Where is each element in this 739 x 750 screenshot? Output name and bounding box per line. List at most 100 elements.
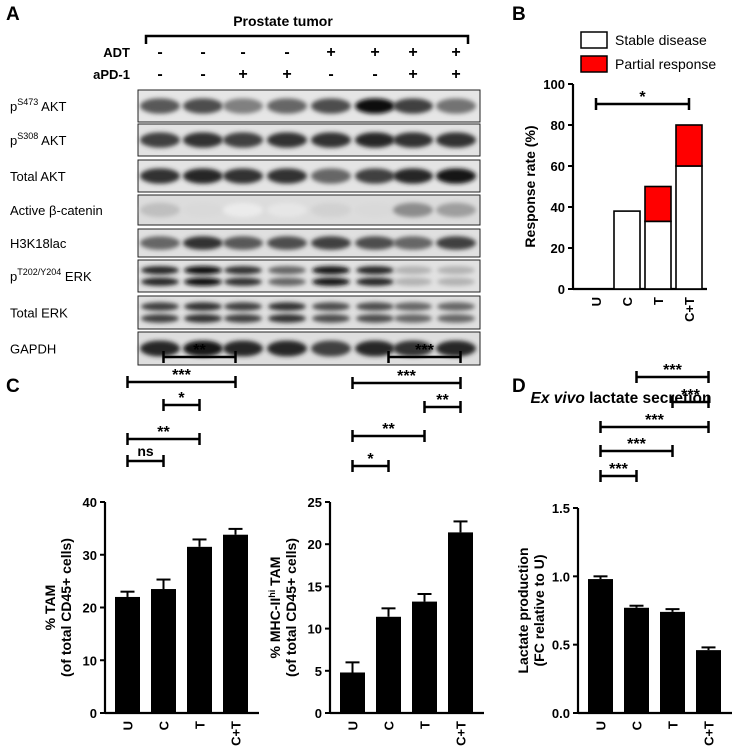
blot-band [437,266,475,275]
blot-band [184,302,222,311]
apd1-sign: + [408,66,417,83]
blot-label-rest: AKT [38,99,66,114]
blot-band [267,168,307,184]
blot-band [437,277,475,286]
adt-sign: - [157,44,162,61]
adt-sign: - [284,44,289,61]
blot-band [140,340,180,357]
blot-label-sup: S308 [17,131,38,141]
blot-band [311,168,351,184]
x-tick-label: U [594,721,609,730]
y-label-post: TAM [267,557,283,590]
blot-band [355,340,395,357]
x-tick-label: C [620,296,635,306]
header-bracket [144,34,470,44]
blot-band [224,314,262,323]
bar [187,546,212,713]
adt-sign: - [200,44,205,61]
blot-band [140,132,180,148]
blot-label-sup: S473 [17,97,38,107]
blot-band [311,236,351,250]
blot-band [183,132,223,148]
blot-label: Total ERK [10,306,68,321]
y-label-pre: % MHC-II [267,598,283,659]
blot-label-rest: AKT [38,133,66,148]
blot-label: pS473 AKT [10,97,67,114]
apd1-sign: - [157,66,162,83]
apd1-sign: - [372,66,377,83]
blot-band [436,236,476,250]
sig-label: *** [172,367,191,384]
bar [376,616,401,713]
sig-label: *** [609,461,628,478]
x-tick-label: U [589,297,604,306]
x-tick-label: C [157,720,172,730]
blot-band [183,202,223,218]
sig-label: ns [137,443,154,459]
blot-band [267,236,307,250]
blot-band [267,202,307,218]
blot-band [436,168,476,184]
blot-label: Active β-catenin [10,203,103,218]
apd1-sign: - [200,66,205,83]
blot-label: pS308 AKT [10,131,67,148]
y-tick-label: 30 [83,548,97,563]
blot-label-prefix: p [10,269,17,284]
blot-label: H3K18lac [10,236,67,251]
y-axis-label: Lactate production [515,547,531,673]
y-tick-label: 15 [308,579,322,594]
blot-band [183,340,223,357]
adt-label: ADT [103,45,130,60]
blot-band [268,314,306,323]
blot-band [355,202,395,218]
chart-c-left: 0 10 20 30 40 U C T C+T % TAM (of total CD45+ cell… [42,342,259,746]
blot-band [356,277,394,286]
bar-stable [675,165,703,290]
blot-label-prefix: p [10,99,17,114]
apd1-sign: + [282,66,291,83]
x-tick-label: T [651,297,666,305]
y-axis-label: Response rate (%) [522,125,538,247]
sig-label: ** [382,421,395,438]
y-axis-label: % MHC-IIhi TAM [267,557,283,659]
x-tick-label: T [666,721,681,729]
blot-label: pT202/Y204 ERK [10,267,92,284]
blot-band [183,236,223,250]
blot-band [140,168,180,184]
panel-letter-a: A [6,4,20,25]
blot-band [311,132,351,148]
sig-label: ** [157,424,170,441]
blot-band [436,98,476,114]
blot-band [223,202,263,218]
blot-band [267,132,307,148]
blot-band [141,302,179,311]
x-tick-label: C [630,720,645,730]
y-tick-label: 20 [83,601,97,616]
treatment-signs: - - - - + + + + - - + + - - + + [157,44,460,83]
bar [660,611,685,713]
blot-label: Total AKT [10,169,66,184]
bar [223,534,248,713]
bar-partial [675,124,703,167]
y-tick-label: 0.0 [552,706,570,721]
blot-band [183,168,223,184]
bar [151,589,176,713]
x-tick-label: U [121,721,136,730]
panel-letter-d: D [512,376,526,397]
blot-band [223,236,263,250]
blot-band [437,302,475,311]
blot-band [311,202,351,218]
adt-sign: + [408,44,417,61]
blot-band [183,98,223,114]
y-tick-label: 100 [543,77,565,92]
y-label-sup: hi [267,590,277,598]
x-tick-label: U [346,721,361,730]
bar [696,650,721,713]
blot-band [356,314,394,323]
blot-band [394,277,432,286]
blot-band [223,340,263,357]
blot-band [267,98,307,114]
blot-band [140,236,180,250]
y-tick-label: 0.5 [552,638,570,653]
